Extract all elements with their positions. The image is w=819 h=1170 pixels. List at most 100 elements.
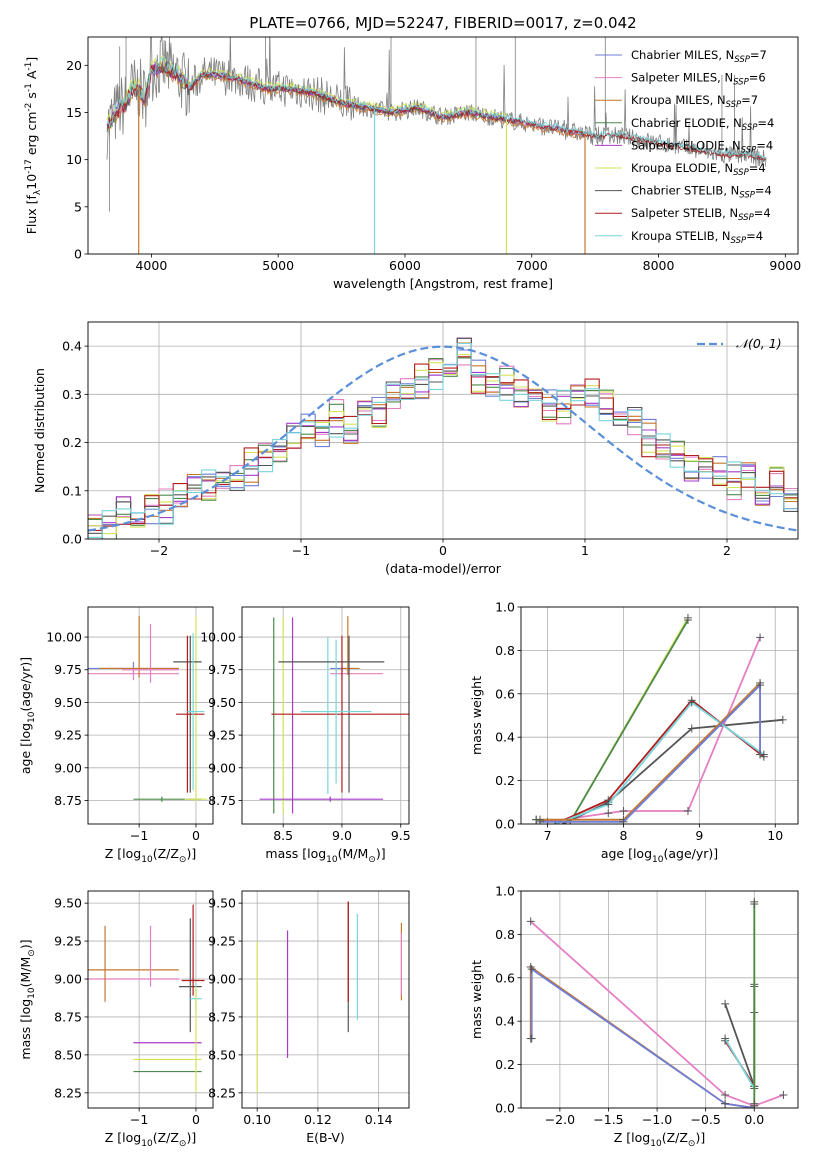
x-tick-label: 4000 [135, 258, 167, 273]
legend-label: Salpeter ELODIE, NSSP=4 [631, 138, 773, 155]
x-axis-label: Z [log10(Z/Z⊙)] [105, 1130, 196, 1149]
y-tick-label: 8.50 [54, 1047, 82, 1062]
x-tick-label: 7000 [516, 258, 548, 273]
y-tick-label: 20 [66, 58, 82, 73]
y-tick-label: 0.8 [495, 927, 515, 942]
y-tick-label: 0.4 [495, 1014, 515, 1029]
legend-label: Kroupa MILES, NSSP=7 [631, 93, 758, 110]
y-tick-label: 1.0 [495, 600, 515, 615]
x-axis-label: Z [log10(Z/Z⊙)] [105, 846, 196, 865]
panel-age-vs-mass: 8.5 9.0 9.5 8.75 9.00 9.25 9.50 9.75 10.00 mass [… [200, 606, 411, 865]
y-tick-label: 9.00 [54, 972, 82, 987]
panel-age-vs-Z: −1 0 8.75 9.00 9.25 9.50 9.75 10.00 Z [log10(Z/Z… [18, 606, 214, 865]
line-series-kroupa-stelib [554, 701, 765, 824]
plot-area [88, 616, 208, 802]
line-series-chabrier-miles [540, 682, 761, 823]
x-tick-label: −2 [150, 543, 168, 558]
y-tick-label: 9.25 [54, 728, 82, 743]
y-tick-label: 10.00 [200, 630, 236, 645]
y-tick-label: 0.4 [495, 730, 515, 745]
x-tick-label: 0 [439, 543, 447, 558]
plot-area [259, 616, 409, 814]
line-series-salpeter-stelib [724, 984, 756, 1090]
plot-area [88, 337, 798, 539]
y-tick-label: 10 [66, 152, 82, 167]
x-tick-label: 1 [581, 543, 589, 558]
legend-label: Chabrier ELODIE, NSSP=4 [631, 116, 774, 133]
x-tick-label: 0.10 [243, 1112, 271, 1127]
x-tick-label: 8000 [643, 258, 675, 273]
y-tick-label: 9.50 [54, 896, 82, 911]
y-tick-label: 8.75 [54, 793, 82, 808]
x-tick-label: 0.14 [365, 1112, 393, 1127]
y-axis-label: mass [log10(M/M⊙)] [18, 939, 37, 1059]
y-tick-label: 0.3 [62, 387, 82, 402]
plot-area [106, 37, 767, 254]
x-tick-label: 0.0 [744, 1112, 764, 1127]
line-series-salpeter-stelib [554, 699, 765, 824]
y-tick-label: 9.00 [208, 972, 236, 987]
x-axis-label: Z [log10(Z/Z⊙)] [614, 1130, 705, 1149]
y-tick-label: 9.25 [208, 934, 236, 949]
legend-label: Chabrier STELIB, NSSP=4 [631, 184, 772, 201]
axes-frame [241, 890, 410, 1109]
histogram-salpeter-miles [88, 359, 798, 539]
legend-label: Kroupa ELODIE, NSSP=4 [631, 161, 766, 178]
gaussian-curve [88, 345, 798, 532]
y-axis-label: mass weight [469, 676, 484, 755]
y-tick-label: 9.25 [54, 934, 82, 949]
y-axis-label: mass weight [469, 960, 484, 1039]
y-tick-label: 0.0 [495, 817, 515, 832]
panel-massweight-vs-Z: −2.0 −1.5 −1.0 −0.5 0.0 0.0 0.2 0.4 0.6 0.8 1.0 Z [… [469, 884, 799, 1149]
y-tick-label: 0.2 [62, 435, 82, 450]
x-tick-label: −2.0 [545, 1112, 575, 1127]
y-axis-label: age [log10(age/yr)] [18, 657, 37, 774]
y-tick-label: 1.0 [495, 884, 515, 899]
y-tick-label: 9.75 [54, 662, 82, 677]
y-tick-label: 9.25 [208, 728, 236, 743]
panel-mass-vs-Z: −1 0 8.25 8.50 8.75 9.00 9.25 9.50 Z [log10(Z/Z⊙… [18, 890, 214, 1149]
x-tick-label: 9.0 [332, 828, 352, 843]
x-tick-label: −1.5 [593, 1112, 623, 1127]
y-tick-label: 9.75 [208, 662, 236, 677]
y-tick-label: 0.6 [495, 970, 515, 985]
y-tick-label: 0.8 [495, 643, 515, 658]
axes-frame [520, 606, 799, 825]
chart-title: PLATE=0766, MJD=52247, FIBERID=0017, z=0… [249, 14, 636, 32]
y-tick-label: 8.25 [208, 1085, 236, 1100]
plot-area [526, 897, 788, 1108]
x-axis-label: wavelength [Angstrom, rest frame] [333, 276, 553, 291]
y-tick-label: 8.50 [208, 1047, 236, 1062]
x-tick-label: −1.0 [642, 1112, 672, 1127]
model-series-kroupa-stelib [106, 55, 767, 160]
y-tick-label: 0.2 [495, 1057, 515, 1072]
axes-frame [87, 606, 214, 825]
y-tick-label: 0.0 [495, 1101, 515, 1116]
x-tick-label: 9 [695, 828, 703, 843]
histogram-salpeter-stelib [88, 356, 798, 531]
legend-label: Salpeter STELIB, NSSP=4 [631, 206, 771, 223]
x-tick-label: 10 [767, 828, 783, 843]
y-tick-label: 8.75 [208, 1009, 236, 1024]
y-tick-label: 0.2 [495, 773, 515, 788]
y-tick-label: 0.0 [62, 532, 82, 547]
model-series-salpeter-stelib [106, 62, 767, 161]
plot-area [532, 613, 787, 824]
y-tick-label: 9.50 [208, 896, 236, 911]
x-tick-label: 8.5 [273, 828, 293, 843]
line-series-kroupa-miles [529, 965, 755, 1108]
x-tick-label: 9.5 [391, 828, 411, 843]
axes-frame [520, 890, 799, 1109]
x-tick-label: 8 [619, 828, 627, 843]
y-tick-label: 0.1 [62, 483, 82, 498]
y-tick-label: 8.75 [208, 793, 236, 808]
histogram-chabrier-stelib [88, 337, 798, 534]
x-tick-label: 5000 [262, 258, 294, 273]
histogram-salpeter-elodie [88, 337, 798, 527]
axes-frame [241, 606, 410, 825]
x-tick-label: −1 [130, 828, 148, 843]
y-tick-label: 9.50 [208, 695, 236, 710]
axes-frame [87, 36, 799, 255]
panel-massweight-vs-age: 7 8 9 10 0.0 0.2 0.4 0.6 0.8 1.0 age [log10(age/yr… [469, 600, 799, 865]
